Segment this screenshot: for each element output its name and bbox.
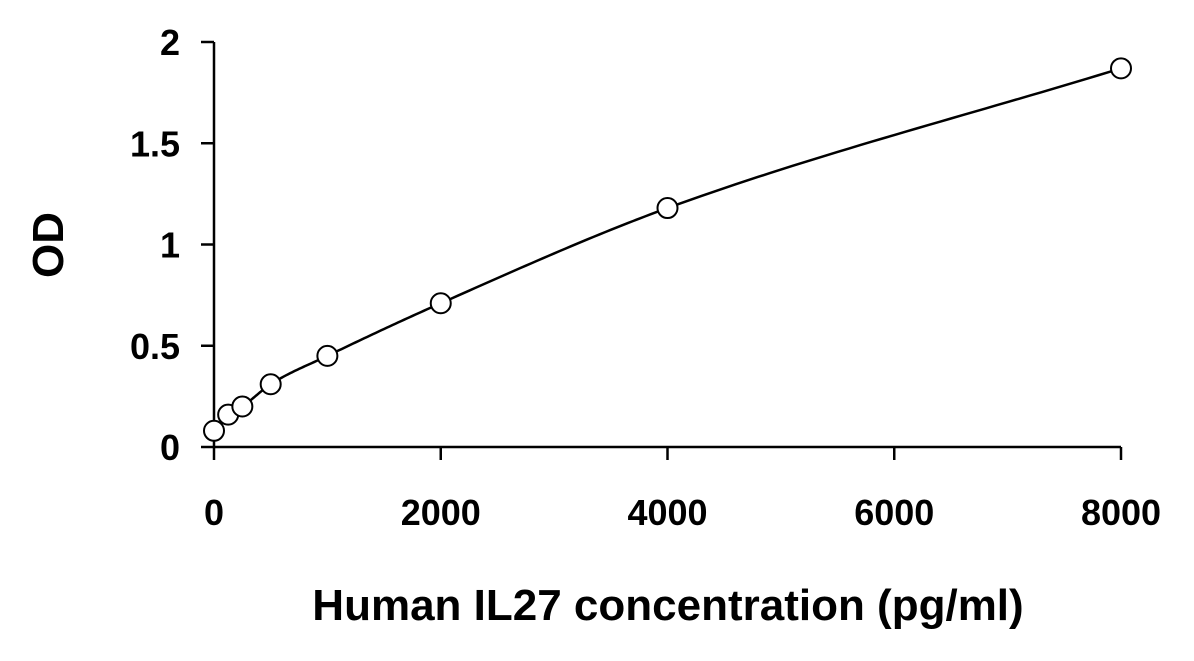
- y-tick-label: 0: [160, 427, 180, 468]
- x-axis-title: Human IL27 concentration (pg/ml): [312, 581, 1023, 630]
- x-tick-label: 4000: [627, 492, 707, 533]
- data-point: [316, 344, 339, 367]
- x-tick-label: 2000: [401, 492, 481, 533]
- y-axis-title: OD: [24, 212, 73, 278]
- fit-curve: [213, 67, 1122, 432]
- data-points: [203, 57, 1132, 442]
- x-tick-label: 0: [204, 492, 224, 533]
- data-point: [429, 292, 452, 315]
- y-tick-label: 0.5: [130, 326, 180, 367]
- x-tick-label: 8000: [1081, 492, 1161, 533]
- data-point: [1110, 57, 1132, 80]
- x-axis: 0 2000 4000 6000 8000: [204, 445, 1161, 533]
- data-point: [203, 419, 225, 442]
- y-axis: 0 0.5 1 1.5 2: [130, 22, 216, 468]
- data-point: [231, 395, 254, 418]
- y-tick-label: 2: [160, 22, 180, 63]
- data-point: [259, 373, 282, 396]
- y-tick-label: 1: [160, 225, 180, 266]
- y-tick-label: 1.5: [130, 123, 180, 164]
- data-point: [656, 197, 679, 220]
- x-tick-label: 6000: [854, 492, 934, 533]
